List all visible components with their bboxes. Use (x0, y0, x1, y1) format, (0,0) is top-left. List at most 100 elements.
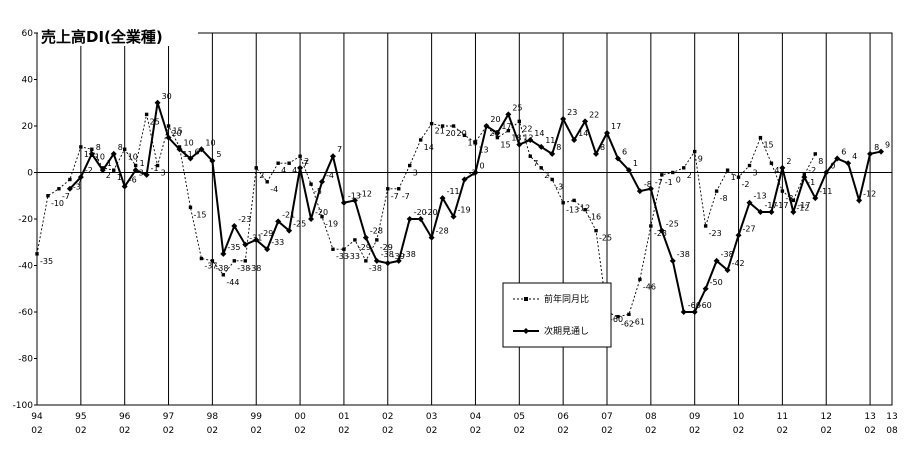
prev-data-label: -29 (380, 243, 393, 252)
x-tick-year: 13 (886, 412, 897, 422)
next-data-label: 23 (567, 108, 577, 117)
series-outlook (66, 99, 885, 315)
next-data-label: -3 (469, 168, 477, 177)
prev-point (418, 138, 423, 142)
next-data-label: -28 (370, 227, 383, 236)
prev-data-label: -33 (336, 252, 349, 261)
next-data-label: -13 (754, 192, 767, 201)
next-point (856, 197, 863, 204)
prev-data-label: 4 (281, 166, 286, 175)
prev-point (122, 147, 127, 151)
prev-point (46, 194, 50, 198)
next-data-label: 6 (194, 148, 199, 157)
next-data-label: -20 (315, 208, 328, 217)
prev-point (35, 252, 39, 256)
prev-point (210, 259, 215, 263)
next-point (275, 218, 282, 225)
x-tick-month: 02 (251, 426, 262, 436)
next-data-label: 17 (501, 122, 511, 131)
next-data-label: 0 (479, 162, 484, 171)
next-point (801, 174, 808, 181)
prev-point (769, 161, 774, 165)
next-point (209, 157, 216, 164)
prev-point (649, 224, 653, 228)
next-point (154, 99, 161, 106)
next-data-label: -17 (775, 201, 788, 210)
x-tick-month: 02 (294, 426, 305, 436)
next-point (658, 227, 665, 234)
x-tick-year: 01 (338, 412, 349, 422)
next-point (176, 146, 183, 153)
prev-data-label: 14 (424, 143, 434, 152)
y-tick-label: -100 (13, 401, 34, 411)
x-tick-month: 02 (426, 426, 437, 436)
next-point (77, 174, 84, 181)
next-point (483, 123, 490, 129)
prev-point (736, 175, 741, 179)
prev-data-label: -12 (577, 203, 590, 212)
prev-data-label: 15 (763, 141, 773, 150)
prev-point (539, 166, 543, 170)
prev-point (133, 163, 138, 168)
prev-point (331, 247, 335, 251)
next-data-label: 2 (786, 157, 791, 166)
prev-data-label: -25 (599, 234, 612, 243)
x-tick-month: 02 (601, 426, 612, 436)
prev-data-label: 3 (139, 169, 144, 178)
next-data-label: -2 (85, 166, 93, 175)
prev-point (495, 135, 500, 140)
x-tick-year: 13 (864, 412, 875, 422)
prev-data-label: 20 (457, 129, 467, 138)
next-point (768, 209, 775, 216)
prev-data-label: -3 (555, 182, 563, 191)
next-data-label: -11 (447, 187, 460, 196)
prev-data-label: 3 (413, 169, 418, 178)
next-data-label: -12 (359, 189, 372, 198)
next-data-label: 22 (589, 110, 599, 119)
x-tick-month: 02 (557, 426, 568, 436)
next-point (340, 199, 347, 206)
prev-data-label: -35 (40, 257, 53, 266)
next-point (351, 197, 358, 204)
x-tick-month: 08 (886, 426, 898, 436)
next-point (680, 309, 687, 315)
prev-point (254, 166, 258, 170)
next-point (560, 116, 567, 123)
next-data-label: 9 (885, 141, 890, 150)
legend-next-marker (523, 328, 529, 334)
next-point (362, 234, 369, 241)
next-data-label: -23 (238, 215, 251, 224)
prev-point (276, 161, 280, 165)
x-tick-year: 10 (733, 412, 745, 422)
prev-point (90, 147, 94, 151)
next-point (253, 236, 260, 243)
prev-data-label: -8 (785, 194, 793, 203)
next-point (143, 171, 150, 178)
prev-data-label: -3 (73, 182, 81, 191)
prev-data-label: -1 (807, 178, 815, 187)
next-point (384, 260, 391, 267)
prev-point (166, 124, 171, 128)
next-point (461, 176, 468, 183)
x-tick-year: 08 (645, 412, 657, 422)
next-data-label: -60 (688, 301, 701, 310)
prev-data-label: -33 (347, 252, 360, 261)
x-tick-month: 02 (470, 426, 481, 436)
prev-point (221, 273, 226, 277)
next-data-label: -33 (271, 238, 284, 247)
legend-next-label: 次期見通し (544, 325, 589, 337)
next-data-label: 8 (874, 143, 879, 152)
prev-data-label: 25 (150, 117, 160, 126)
next-data-label: -25 (666, 220, 679, 229)
prev-point (57, 187, 61, 191)
prev-data-label: 20 (489, 129, 499, 138)
x-tick-month: 02 (733, 426, 744, 436)
x-tick-year: 98 (207, 412, 219, 422)
next-point (406, 216, 413, 222)
prev-data-label: 0 (676, 176, 681, 185)
x-tick-year: 07 (601, 412, 612, 422)
prev-point (298, 154, 302, 158)
prev-data-label: 1 (117, 173, 122, 182)
x-axis-ticks: 94 02 95 02 96 02 97 02 98 02 99 02 00 02 01 02 02 02 03 02… (31, 412, 898, 436)
prev-point (638, 277, 642, 282)
